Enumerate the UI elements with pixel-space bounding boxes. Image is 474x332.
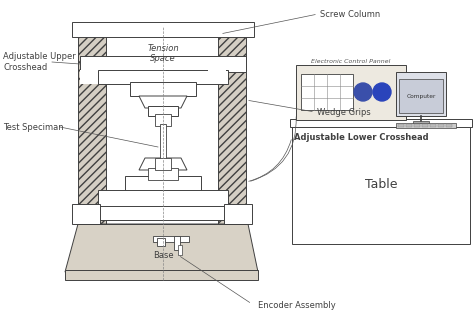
Text: Electronic Control Pannel: Electronic Control Pannel xyxy=(311,59,391,64)
Bar xyxy=(82,206,244,220)
Bar xyxy=(178,245,182,255)
Bar xyxy=(446,124,452,127)
Text: Adjustable Lower Crosshead: Adjustable Lower Crosshead xyxy=(294,132,428,141)
Text: Encoder Assembly: Encoder Assembly xyxy=(258,301,336,310)
Bar xyxy=(438,124,444,127)
Text: Base: Base xyxy=(153,252,173,261)
Bar xyxy=(290,119,472,127)
Bar xyxy=(125,176,201,192)
Text: Adjustable Upper
Crosshead: Adjustable Upper Crosshead xyxy=(3,52,76,72)
Bar xyxy=(72,22,254,37)
Bar xyxy=(296,65,406,120)
Bar xyxy=(218,27,246,252)
Circle shape xyxy=(354,83,372,101)
Bar xyxy=(301,74,353,110)
Bar xyxy=(130,82,196,96)
Bar xyxy=(396,72,446,116)
Bar xyxy=(399,79,443,113)
Bar xyxy=(414,124,420,127)
Bar xyxy=(72,204,100,224)
Bar xyxy=(413,121,429,125)
Bar xyxy=(65,270,258,280)
Bar xyxy=(78,27,106,252)
Bar xyxy=(160,124,166,160)
Bar xyxy=(80,70,98,84)
Bar xyxy=(174,236,180,250)
Polygon shape xyxy=(139,96,187,108)
Bar xyxy=(208,70,226,84)
Bar xyxy=(80,56,246,72)
Bar xyxy=(153,236,189,242)
Text: Screw Column: Screw Column xyxy=(320,10,380,19)
Text: Test Speciman: Test Speciman xyxy=(3,123,64,131)
Bar xyxy=(398,124,404,127)
Bar xyxy=(155,114,171,126)
Polygon shape xyxy=(65,224,258,272)
Text: Tension
Space: Tension Space xyxy=(147,44,179,63)
Polygon shape xyxy=(139,158,187,170)
Bar xyxy=(430,124,436,127)
Bar xyxy=(292,124,470,244)
Bar xyxy=(396,123,456,128)
Bar xyxy=(148,106,178,116)
Text: Computer: Computer xyxy=(406,94,436,99)
Bar xyxy=(422,124,428,127)
Circle shape xyxy=(373,83,391,101)
Bar xyxy=(155,158,171,170)
Bar xyxy=(98,70,228,84)
Text: Wedge Grips: Wedge Grips xyxy=(317,108,371,117)
Bar xyxy=(406,124,412,127)
Bar xyxy=(157,238,165,246)
Bar xyxy=(98,190,228,208)
Text: Table: Table xyxy=(365,178,397,191)
Bar xyxy=(224,204,252,224)
Bar xyxy=(148,168,178,180)
